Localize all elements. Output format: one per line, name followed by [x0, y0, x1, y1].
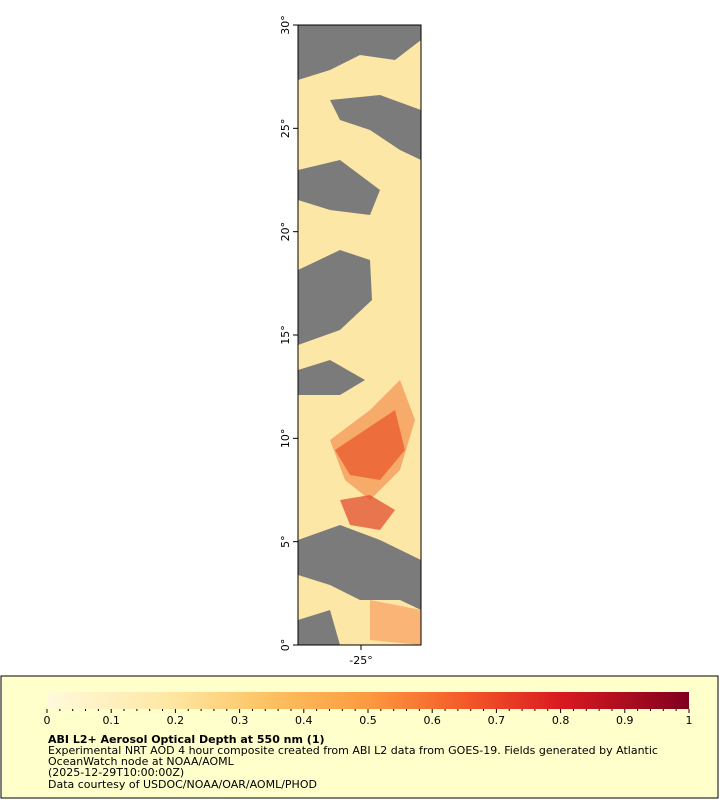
colorbar-label: 0.3 [231, 714, 249, 727]
colorbar-label: 0.1 [102, 714, 120, 727]
description-line: (2025-12-29T10:00:00Z) [48, 766, 184, 779]
colorbar-label: 0.6 [423, 714, 441, 727]
lat-label: 20° [279, 222, 292, 242]
colorbar-label: 0.7 [488, 714, 506, 727]
lat-label: 10° [279, 429, 292, 449]
colorbar-label: 1 [686, 714, 693, 727]
colorbar-label: 0.2 [167, 714, 185, 727]
lon-label: -25° [349, 654, 372, 667]
description-line: OceanWatch node at NOAA/AOML [48, 755, 235, 768]
colorbar-label: 0.5 [359, 714, 377, 727]
colorbar-label: 0 [44, 714, 51, 727]
lat-label: 25° [279, 119, 292, 139]
map-raster [298, 25, 421, 645]
lat-label: 30° [279, 15, 292, 35]
colorbar-label: 0.9 [616, 714, 634, 727]
colorbar [47, 692, 689, 709]
legend-title: ABI L2+ Aerosol Optical Depth at 550 nm … [48, 733, 325, 746]
credit: Data courtesy of USDOC/NOAA/OAR/AOML/PHO… [48, 778, 317, 791]
colorbar-label: 0.8 [552, 714, 570, 727]
description-line: Experimental NRT AOD 4 hour composite cr… [48, 744, 658, 757]
lat-label: 15° [279, 325, 292, 345]
lat-label: 0° [279, 639, 292, 652]
colorbar-label: 0.4 [295, 714, 313, 727]
lat-label: 5° [279, 535, 292, 548]
